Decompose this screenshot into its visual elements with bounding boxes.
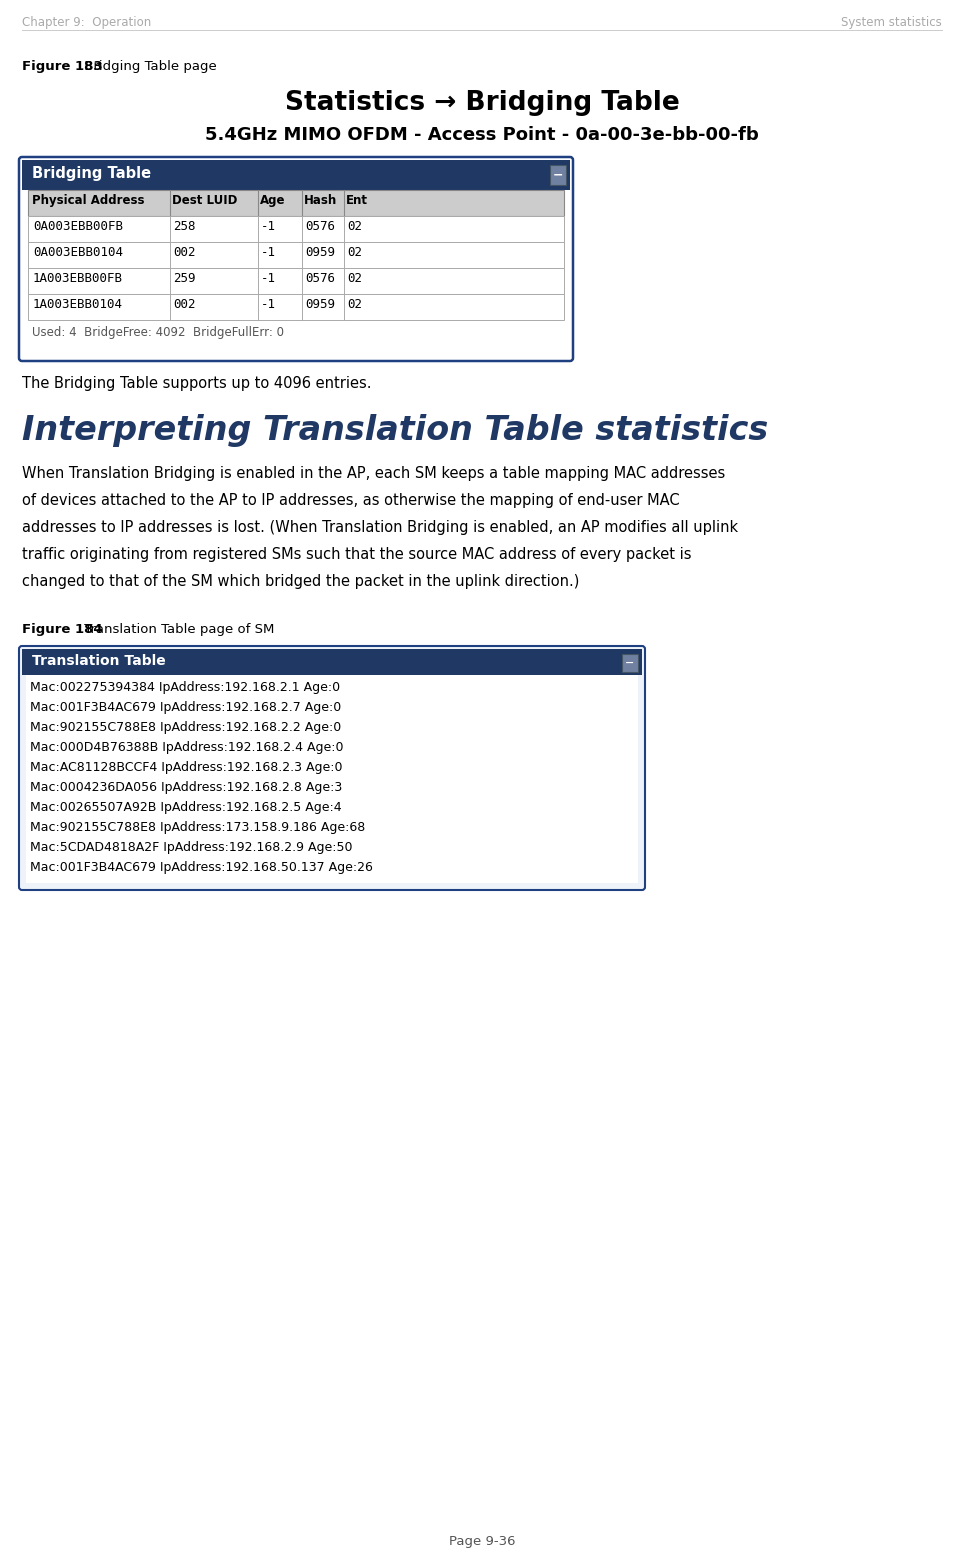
Text: -1: -1 bbox=[261, 299, 276, 311]
Text: -1: -1 bbox=[261, 219, 276, 233]
Text: Mac:002275394384 IpAddress:192.168.2.1 Age:0: Mac:002275394384 IpAddress:192.168.2.1 A… bbox=[30, 682, 340, 694]
Text: Statistics → Bridging Table: Statistics → Bridging Table bbox=[284, 90, 680, 117]
Text: Chapter 9:  Operation: Chapter 9: Operation bbox=[22, 16, 151, 30]
FancyBboxPatch shape bbox=[19, 157, 573, 361]
Text: Mac:AC81128BCCF4 IpAddress:192.168.2.3 Age:0: Mac:AC81128BCCF4 IpAddress:192.168.2.3 A… bbox=[30, 761, 342, 773]
Text: 1A003EBB00FB: 1A003EBB00FB bbox=[33, 272, 123, 285]
Bar bbox=[26, 675, 638, 882]
Text: 02: 02 bbox=[347, 272, 362, 285]
Text: Mac:001F3B4AC679 IpAddress:192.168.2.7 Age:0: Mac:001F3B4AC679 IpAddress:192.168.2.7 A… bbox=[30, 702, 341, 714]
Bar bbox=[22, 160, 570, 190]
Text: 259: 259 bbox=[173, 272, 196, 285]
Text: 0959: 0959 bbox=[305, 246, 335, 258]
Text: System statistics: System statistics bbox=[842, 16, 942, 30]
Text: Figure 183: Figure 183 bbox=[22, 61, 102, 73]
Text: −: − bbox=[552, 168, 563, 182]
Text: 0A003EBB0104: 0A003EBB0104 bbox=[33, 246, 123, 258]
Text: 1A003EBB0104: 1A003EBB0104 bbox=[33, 299, 123, 311]
Text: 0576: 0576 bbox=[305, 219, 335, 233]
Text: Physical Address: Physical Address bbox=[32, 194, 145, 207]
Text: 02: 02 bbox=[347, 219, 362, 233]
Text: 002: 002 bbox=[173, 299, 196, 311]
Text: Bridging Table page: Bridging Table page bbox=[80, 61, 217, 73]
Bar bbox=[28, 268, 564, 294]
Text: addresses to IP addresses is lost. (When Translation Bridging is enabled, an AP : addresses to IP addresses is lost. (When… bbox=[22, 520, 738, 535]
Text: Mac:000D4B76388B IpAddress:192.168.2.4 Age:0: Mac:000D4B76388B IpAddress:192.168.2.4 A… bbox=[30, 741, 343, 755]
Text: Mac:902155C788E8 IpAddress:192.168.2.2 Age:0: Mac:902155C788E8 IpAddress:192.168.2.2 A… bbox=[30, 720, 341, 734]
Bar bbox=[28, 216, 564, 243]
Text: 0A003EBB00FB: 0A003EBB00FB bbox=[33, 219, 123, 233]
Text: Translation Table page of SM: Translation Table page of SM bbox=[80, 622, 275, 636]
Text: −: − bbox=[626, 658, 634, 668]
Text: Bridging Table: Bridging Table bbox=[32, 166, 151, 180]
Text: -1: -1 bbox=[261, 272, 276, 285]
Bar bbox=[22, 649, 642, 675]
Text: Age: Age bbox=[260, 194, 285, 207]
Bar bbox=[28, 243, 564, 268]
Bar bbox=[550, 165, 566, 185]
Text: 002: 002 bbox=[173, 246, 196, 258]
Text: 02: 02 bbox=[347, 299, 362, 311]
Text: changed to that of the SM which bridged the packet in the uplink direction.): changed to that of the SM which bridged … bbox=[22, 574, 579, 590]
Text: Ent: Ent bbox=[346, 194, 368, 207]
Text: 02: 02 bbox=[347, 246, 362, 258]
Bar bbox=[28, 294, 564, 321]
Text: Interpreting Translation Table statistics: Interpreting Translation Table statistic… bbox=[22, 414, 768, 447]
Text: Translation Table: Translation Table bbox=[32, 654, 166, 668]
Text: 0959: 0959 bbox=[305, 299, 335, 311]
Text: Mac:0004236DA056 IpAddress:192.168.2.8 Age:3: Mac:0004236DA056 IpAddress:192.168.2.8 A… bbox=[30, 781, 342, 794]
Text: 0576: 0576 bbox=[305, 272, 335, 285]
Text: Mac:902155C788E8 IpAddress:173.158.9.186 Age:68: Mac:902155C788E8 IpAddress:173.158.9.186… bbox=[30, 822, 365, 834]
Text: -1: -1 bbox=[261, 246, 276, 258]
Text: 258: 258 bbox=[173, 219, 196, 233]
Text: traffic originating from registered SMs such that the source MAC address of ever: traffic originating from registered SMs … bbox=[22, 548, 691, 562]
Bar bbox=[28, 190, 564, 216]
Text: Used: 4  BridgeFree: 4092  BridgeFullErr: 0: Used: 4 BridgeFree: 4092 BridgeFullErr: … bbox=[32, 327, 284, 339]
Text: Page 9-36: Page 9-36 bbox=[449, 1536, 515, 1548]
Text: Mac:00265507A92B IpAddress:192.168.2.5 Age:4: Mac:00265507A92B IpAddress:192.168.2.5 A… bbox=[30, 801, 341, 814]
Text: Mac:001F3B4AC679 IpAddress:192.168.50.137 Age:26: Mac:001F3B4AC679 IpAddress:192.168.50.13… bbox=[30, 860, 373, 874]
FancyBboxPatch shape bbox=[19, 646, 645, 890]
Text: Figure 184: Figure 184 bbox=[22, 622, 102, 636]
Bar bbox=[622, 654, 638, 672]
Text: The Bridging Table supports up to 4096 entries.: The Bridging Table supports up to 4096 e… bbox=[22, 377, 371, 391]
Text: 5.4GHz MIMO OFDM - Access Point - 0a-00-3e-bb-00-fb: 5.4GHz MIMO OFDM - Access Point - 0a-00-… bbox=[205, 126, 759, 145]
Text: When Translation Bridging is enabled in the AP, each SM keeps a table mapping MA: When Translation Bridging is enabled in … bbox=[22, 465, 725, 481]
Text: of devices attached to the AP to IP addresses, as otherwise the mapping of end-u: of devices attached to the AP to IP addr… bbox=[22, 493, 680, 507]
Text: Hash: Hash bbox=[304, 194, 337, 207]
Text: Dest LUID: Dest LUID bbox=[172, 194, 237, 207]
Text: Mac:5CDAD4818A2F IpAddress:192.168.2.9 Age:50: Mac:5CDAD4818A2F IpAddress:192.168.2.9 A… bbox=[30, 840, 353, 854]
